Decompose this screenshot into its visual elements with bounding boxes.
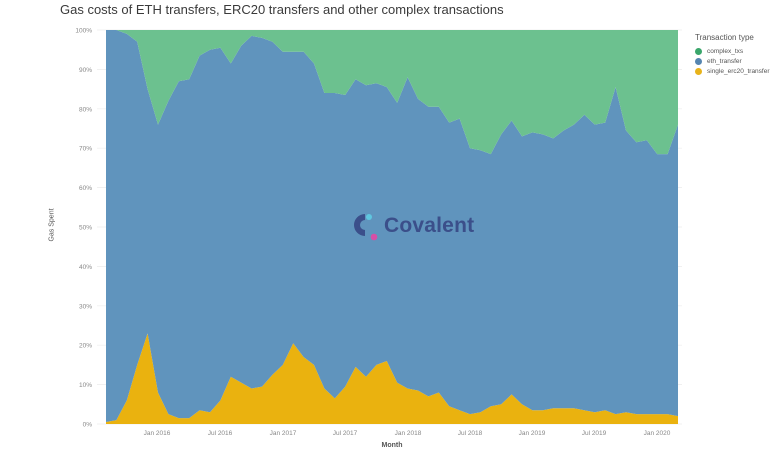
x-axis-ticks: Jan 2016 Jul 2016 Jan 2017 Jul 2017 Jan 2018…	[144, 430, 671, 437]
chart-areas	[106, 30, 678, 424]
y-tick-label: 70%	[79, 146, 92, 153]
x-tick-label: Jan 2016	[144, 430, 171, 437]
y-tick-label: 100%	[75, 28, 92, 35]
x-tick-label: Jan 2019	[519, 430, 546, 437]
area-eth-transfer[interactable]	[106, 30, 678, 422]
legend-swatch-icon	[695, 47, 702, 55]
legend-item-complex-txs[interactable]: complex_txs	[695, 46, 770, 56]
x-tick-label: Jul 2019	[582, 430, 607, 437]
y-tick-label: 80%	[79, 106, 92, 113]
legend-label: complex_txs	[707, 47, 744, 55]
legend-label: single_erc20_transfer	[707, 67, 770, 75]
covalent-watermark: Covalent	[352, 211, 474, 241]
x-tick-label: Jan 2018	[395, 430, 422, 437]
covalent-logo-icon	[354, 214, 378, 241]
watermark-text: Covalent	[384, 214, 475, 237]
y-tick-label: 20%	[79, 343, 92, 350]
x-tick-label: Jan 2020	[644, 430, 671, 437]
y-tick-label: 50%	[79, 225, 92, 232]
y-tick-label: 60%	[79, 185, 92, 192]
x-tick-label: Jul 2017	[333, 430, 358, 437]
y-tick-label: 0%	[83, 422, 93, 429]
legend-item-eth-transfer[interactable]: eth_transfer	[695, 56, 770, 66]
legend-title: Transaction type	[695, 33, 754, 42]
y-tick-label: 90%	[79, 67, 92, 74]
y-tick-label: 40%	[79, 264, 92, 271]
legend-swatch-icon	[695, 57, 702, 65]
legend-item-single-erc20-transfer[interactable]: single_erc20_transfer	[695, 66, 770, 76]
y-tick-label: 10%	[79, 382, 92, 389]
legend-label: eth_transfer	[707, 57, 742, 65]
area-single-erc20-transfer[interactable]	[106, 333, 678, 424]
area-complex-txs[interactable]	[106, 30, 678, 155]
y-tick-label: 30%	[79, 303, 92, 310]
y-axis-label: Gas Spent	[48, 208, 56, 242]
legend: Transaction type complex_txs eth_transfe…	[695, 33, 770, 76]
legend-swatch-icon	[695, 67, 702, 75]
chart-title: Gas costs of ETH transfers, ERC20 transf…	[60, 2, 504, 17]
x-tick-label: Jan 2017	[270, 430, 297, 437]
x-tick-label: Jul 2018	[458, 430, 483, 437]
x-axis-label: Month	[381, 442, 403, 449]
x-tick-label: Jul 2016	[208, 430, 233, 437]
y-axis-ticks: 0% 10% 20% 30% 40% 50% 60% 70% 80% 90% 100%	[75, 28, 92, 429]
